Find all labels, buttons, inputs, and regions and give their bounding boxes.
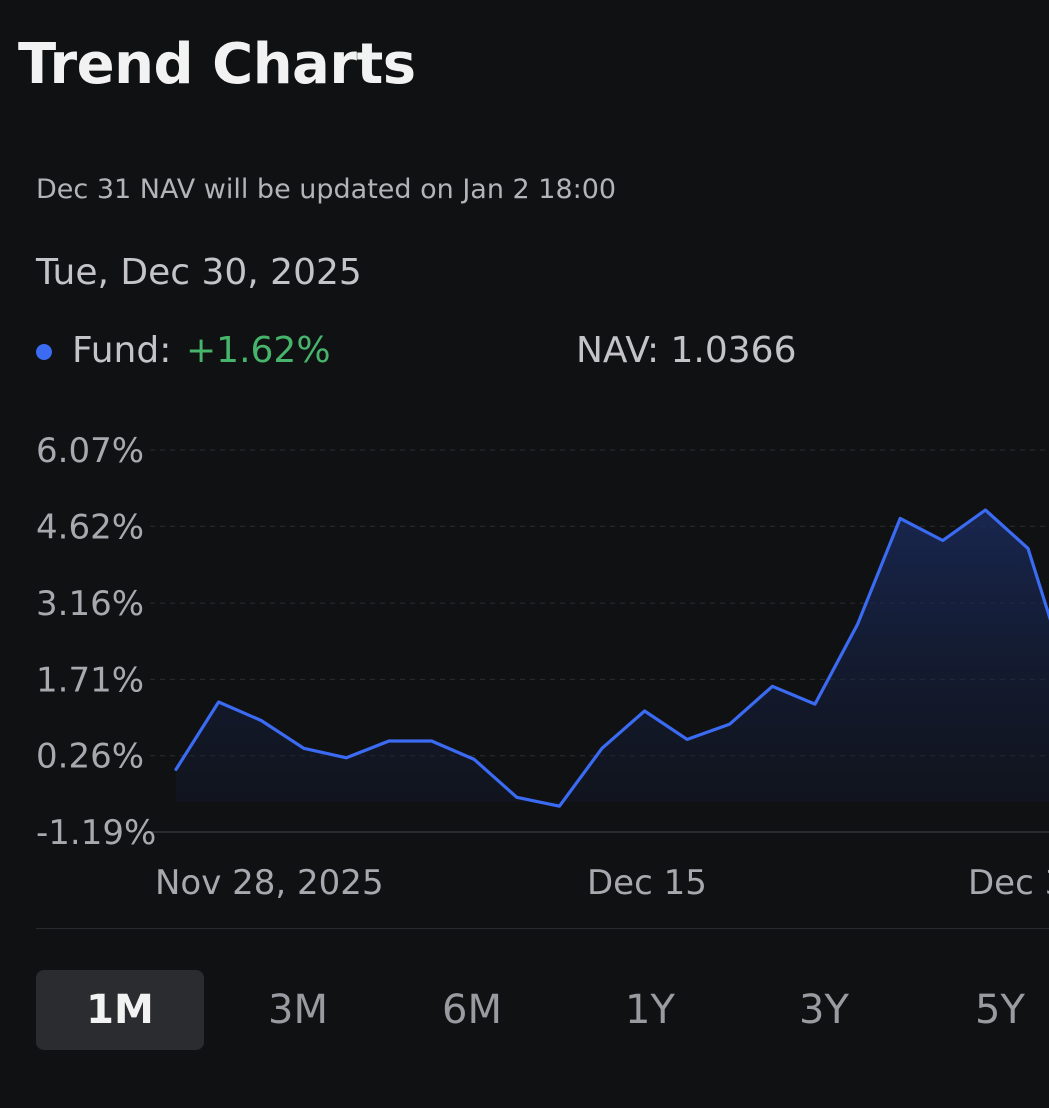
fund-change-value: +1.62% xyxy=(186,330,331,371)
range-tab-1y[interactable]: 1Y xyxy=(625,987,675,1033)
trend-chart[interactable]: 6.07% 4.62% 3.16% 1.71% 0.26% -1.19% Nov 28, … xyxy=(0,420,1049,920)
y-tick-label: -1.19% xyxy=(36,813,156,853)
nav-update-notice: Dec 31 NAV will be updated on Jan 2 18:0… xyxy=(36,174,617,205)
fund-area xyxy=(176,510,1049,807)
y-tick-label: 1.71% xyxy=(36,660,144,700)
y-tick-label: 0.26% xyxy=(36,737,144,777)
selected-date: Tue, Dec 30, 2025 xyxy=(36,252,362,293)
x-tick-label: Dec 15 xyxy=(587,863,707,903)
range-tab-3m[interactable]: 3M xyxy=(268,987,328,1033)
range-tab-6m[interactable]: 6M xyxy=(442,987,502,1033)
fund-series-line xyxy=(174,508,1049,808)
range-tab-5y[interactable]: 5Y xyxy=(975,987,1025,1033)
nav-value: NAV: 1.0366 xyxy=(576,330,797,371)
fund-label: Fund: xyxy=(72,330,172,371)
fund-legend-dot-icon xyxy=(36,344,52,360)
y-tick-label: 4.62% xyxy=(36,507,144,547)
x-tick-label: Nov 28, 2025 xyxy=(155,863,384,903)
y-tick-label: 6.07% xyxy=(36,431,144,471)
range-selector: 1M 3M 6M 1Y 3Y 5Y xyxy=(36,970,1049,1050)
range-tab-1m[interactable]: 1M xyxy=(36,970,204,1050)
chart-divider xyxy=(36,928,1049,929)
range-tab-3y[interactable]: 3Y xyxy=(799,987,849,1033)
x-tick-label: Dec 31 xyxy=(968,863,1049,903)
y-tick-label: 3.16% xyxy=(36,584,144,624)
page-title: Trend Charts xyxy=(18,32,416,97)
